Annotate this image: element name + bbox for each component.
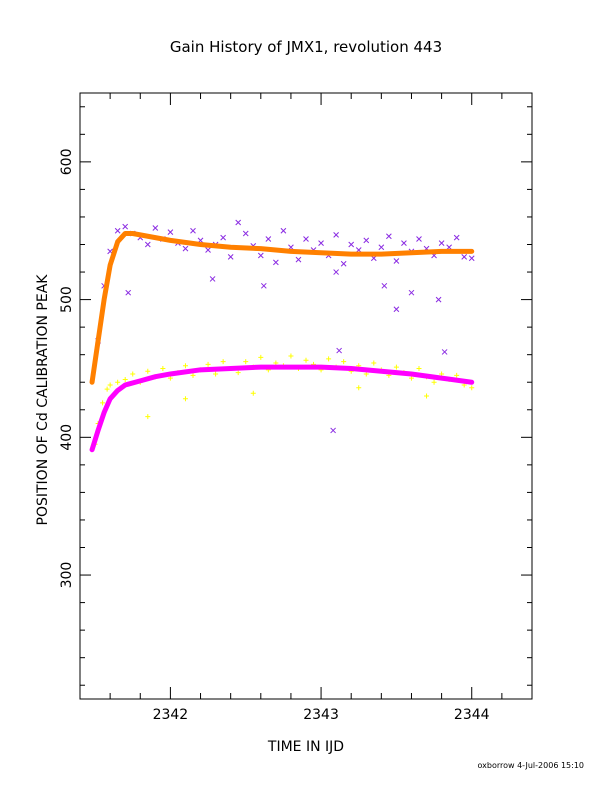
scatter-point-x <box>303 236 309 242</box>
scatter-point-x <box>461 254 468 260</box>
footer-stamp: oxborrow 4-Jul-2006 15:10 <box>477 761 584 770</box>
scatter-point-plus <box>122 376 128 382</box>
scatter-point-x <box>386 233 392 240</box>
scatter-point-x <box>333 232 339 238</box>
scatter-point-plus <box>258 354 264 360</box>
scatter-point-x <box>209 276 216 282</box>
scatter-point-x <box>220 234 226 241</box>
scatter-point-x <box>295 256 302 263</box>
chart-title: Gain History of JMX1, revolution 443 <box>169 38 443 56</box>
scatter-point-x <box>453 234 460 241</box>
scatter-point-plus <box>182 396 188 402</box>
scatter-point-plus <box>130 371 136 377</box>
x-tick-label: 2342 <box>153 707 189 723</box>
scatter-point-plus <box>326 356 332 362</box>
scatter-point-x <box>333 269 339 275</box>
scatter-point-x <box>190 227 196 234</box>
scatter-point-plus <box>205 361 211 367</box>
y-tick-label: 300 <box>59 562 75 589</box>
scatter-point-x <box>393 306 400 313</box>
scatter-point-plus <box>416 365 422 371</box>
scatter-point-x <box>378 244 385 251</box>
scatter-point-plus <box>213 371 219 377</box>
scatter-point-plus <box>160 365 166 371</box>
scatter-point-x <box>227 254 234 260</box>
y-tick-label: 500 <box>59 286 75 313</box>
scatter-point-x <box>363 237 370 244</box>
scatter-point-plus <box>235 370 241 376</box>
scatter-point-x <box>435 296 442 303</box>
scatter-point-plus <box>104 386 110 392</box>
scatter-point-plus <box>145 414 151 420</box>
scatter-point-plus <box>288 353 294 359</box>
scatter-point-x <box>235 219 242 226</box>
scatter-point-plus <box>431 379 437 385</box>
scatter-point-x <box>336 347 343 354</box>
scatter-point-plus <box>303 357 309 363</box>
scatter-point-x <box>182 245 189 252</box>
scatter-point-plus <box>469 385 475 391</box>
scatter-point-x <box>260 282 267 289</box>
scatter-point-plus <box>371 360 377 366</box>
fit-curve-magenta <box>89 364 475 453</box>
scatter-point-plus <box>190 372 196 378</box>
scatter-point-x <box>257 252 264 259</box>
scatter-point-x <box>381 282 388 289</box>
scatter-point-plus <box>454 372 460 378</box>
scatter-point-plus <box>107 382 113 388</box>
scatter-point-x <box>114 227 121 234</box>
scatter-point-x <box>144 241 151 248</box>
y-tick-label: 600 <box>59 148 75 175</box>
scatter-point-x <box>125 289 132 296</box>
scatter-point-x <box>167 229 174 235</box>
plot-frame <box>79 92 533 700</box>
scatter-point-plus <box>115 379 121 385</box>
scatter-point-plus <box>341 359 347 365</box>
scatter-point-x <box>468 255 475 262</box>
scatter-point-x <box>242 230 249 237</box>
scatter-point-x <box>318 240 324 246</box>
scatter-point-x <box>273 259 279 266</box>
scatter-point-x <box>152 225 159 231</box>
scatter-point-x <box>348 241 355 248</box>
scatter-point-x <box>280 227 287 234</box>
scatter-point-plus <box>145 368 151 374</box>
scatter-point-x <box>401 240 407 246</box>
data-marks <box>89 219 475 453</box>
scatter-point-x <box>265 236 272 242</box>
scatter-point-x <box>330 427 336 434</box>
scatter-point-x <box>416 236 422 242</box>
fit-curve-orange <box>89 230 475 385</box>
y-tick-label: 400 <box>59 424 75 451</box>
scatter-point-plus <box>182 363 188 369</box>
scatter-point-x <box>340 260 347 267</box>
scatter-point-plus <box>243 359 249 365</box>
scatter-point-x <box>393 258 400 264</box>
scatter-point-plus <box>100 400 106 406</box>
scatter-point-plus <box>250 390 256 396</box>
scatter-point-x <box>441 349 448 355</box>
scatter-point-plus <box>393 364 399 370</box>
x-axis-label: TIME IN IJD <box>267 739 345 755</box>
scatter-point-x <box>122 223 129 230</box>
scatter-point-plus <box>220 359 226 365</box>
scatter-point-plus <box>356 385 362 391</box>
x-tick-label: 2343 <box>303 707 339 723</box>
scatter-point-x <box>205 247 211 253</box>
scatter-point-plus <box>424 393 430 399</box>
axis-ticks: 300 400 500 600 2342 2343 2344 <box>59 93 532 723</box>
scatter-point-x <box>438 240 445 246</box>
scatter-point-x <box>408 289 415 296</box>
x-tick-label: 2344 <box>454 707 490 723</box>
